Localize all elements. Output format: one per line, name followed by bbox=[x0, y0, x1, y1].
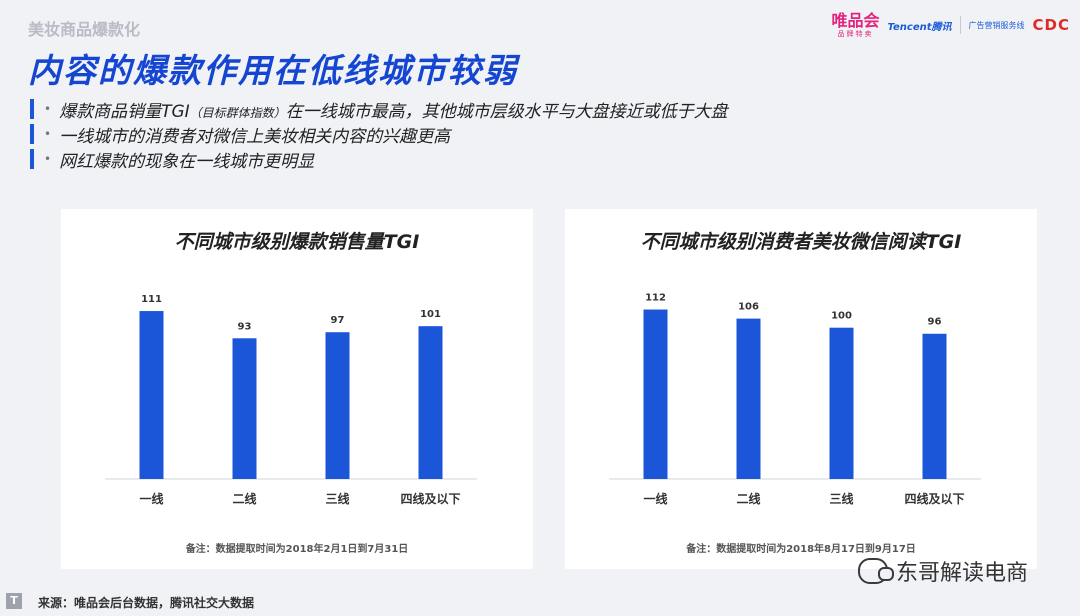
watermark-text: 东哥解读电商 bbox=[896, 561, 1029, 586]
bar-2 bbox=[829, 327, 854, 479]
bullet-dot-icon: • bbox=[44, 152, 52, 166]
section-label: 美妆商品爆款化 bbox=[28, 20, 141, 39]
data-label-0: 111 bbox=[141, 294, 162, 305]
vip-logo-sub: 品牌特卖 bbox=[837, 29, 874, 38]
cdc-logo-main: CDC bbox=[1032, 15, 1070, 34]
x-tick-label-2: 三线 bbox=[325, 491, 349, 506]
bullet-text: 网红爆款的现象在一线城市更明显 bbox=[59, 151, 315, 172]
chart-card-sales-tgi: 不同城市级别爆款销售量TGI 111 一线 93 二线 97 三线 101 四线及以下 备注：… bbox=[61, 209, 533, 569]
watermark: 东哥解读电商 bbox=[858, 555, 1028, 587]
bar-1 bbox=[232, 338, 257, 479]
bullet-item: • 网红爆款的现象在一线城市更明显 bbox=[30, 148, 728, 172]
chart-title: 不同城市级别消费者美妆微信阅读TGI bbox=[640, 231, 962, 253]
bullet-marker-bar bbox=[30, 99, 34, 119]
source-icon: T bbox=[6, 593, 22, 609]
ad-service-logo: 广告营销服务线 bbox=[968, 20, 1025, 30]
bullet-item: • 一线城市的消费者对微信上美妆相关内容的兴趣更高 bbox=[30, 123, 728, 147]
cdc-logo: CDC bbox=[1032, 15, 1070, 34]
x-tick-label-3: 四线及以下 bbox=[400, 491, 460, 506]
data-label-2: 97 bbox=[331, 315, 345, 326]
data-label-1: 93 bbox=[238, 321, 252, 332]
bar-1 bbox=[736, 318, 761, 479]
bar-2 bbox=[325, 332, 350, 479]
bullet-item: • 爆款商品销量TGI（目标群体指数）在一线城市最高，其他城市层级水平与大盘接近… bbox=[30, 97, 728, 122]
chart-card-wechat-reading-tgi: 不同城市级别消费者美妆微信阅读TGI 112 一线 106 二线 100 三线 96 四线及以… bbox=[565, 209, 1037, 569]
bar-chart-wechat-reading-tgi: 112 一线 106 二线 100 三线 96 四线及以下 bbox=[609, 293, 981, 506]
data-label-3: 96 bbox=[928, 317, 942, 328]
bar-3 bbox=[922, 333, 947, 479]
bullet-text-rest: 在一线城市最高，其他城市层级水平与大盘接近或低于大盘 bbox=[285, 101, 728, 122]
x-tick-label-1: 二线 bbox=[736, 491, 760, 506]
bullet-dot-icon: • bbox=[44, 102, 52, 116]
bullet-text-main: 爆款商品销量TGI bbox=[59, 101, 190, 122]
x-tick-label-3: 四线及以下 bbox=[904, 491, 964, 506]
bullet-text-note: （目标群体指数） bbox=[189, 105, 286, 120]
bar-0 bbox=[643, 309, 668, 479]
bar-3 bbox=[418, 326, 443, 479]
bullet-dot-icon: • bbox=[44, 127, 52, 141]
chart-title: 不同城市级别爆款销售量TGI bbox=[174, 231, 420, 253]
x-tick-label-2: 三线 bbox=[829, 491, 853, 506]
data-label-2: 100 bbox=[831, 311, 852, 322]
partner-logos: 唯品会 品牌特卖 Tencent腾讯 广告营销服务线 CDC bbox=[831, 10, 1070, 40]
data-label-0: 112 bbox=[645, 293, 666, 304]
bullet-marker-bar bbox=[30, 124, 34, 144]
source-text: 来源：唯品会后台数据，腾讯社交大数据 bbox=[38, 596, 255, 610]
tencent-logo: Tencent腾讯 bbox=[887, 21, 952, 33]
data-label-3: 101 bbox=[420, 309, 441, 320]
wechat-icon bbox=[858, 558, 894, 584]
bullet-marker-bar bbox=[30, 149, 34, 169]
bar-chart-sales-tgi: 111 一线 93 二线 97 三线 101 四线及以下 bbox=[105, 294, 477, 506]
x-tick-label-1: 二线 bbox=[232, 491, 256, 506]
chart-note: 备注：数据提取时间为2018年8月17日到9月17日 bbox=[686, 544, 916, 555]
data-label-1: 106 bbox=[738, 302, 759, 313]
vip-logo: 唯品会 品牌特卖 bbox=[831, 10, 880, 38]
bullet-text: 爆款商品销量TGI（目标群体指数）在一线城市最高，其他城市层级水平与大盘接近或低… bbox=[59, 97, 728, 122]
x-tick-label-0: 一线 bbox=[139, 491, 163, 506]
bullet-text: 一线城市的消费者对微信上美妆相关内容的兴趣更高 bbox=[59, 126, 451, 147]
logo-divider bbox=[959, 16, 961, 34]
bullet-list: • 爆款商品销量TGI（目标群体指数）在一线城市最高，其他城市层级水平与大盘接近… bbox=[30, 98, 728, 173]
x-tick-label-0: 一线 bbox=[643, 491, 667, 506]
chart-note: 备注：数据提取时间为2018年2月1日到7月31日 bbox=[185, 544, 409, 555]
vip-logo-main: 唯品会 bbox=[831, 10, 880, 30]
bar-0 bbox=[139, 311, 164, 479]
page-title: 内容的爆款作用在低线城市较弱 bbox=[28, 51, 518, 90]
